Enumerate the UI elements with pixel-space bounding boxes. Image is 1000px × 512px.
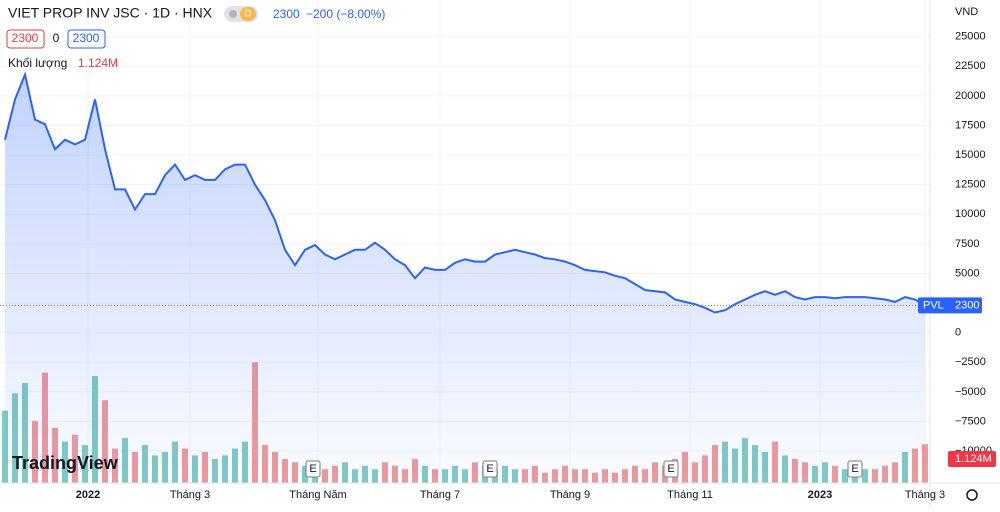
event-marker — [482, 460, 498, 478]
x-tick-label: 2023 — [808, 489, 832, 501]
event-label: E — [486, 463, 493, 475]
title: VIET PROP INV JSC · 1D · HNX — [8, 5, 213, 21]
price-line — [4, 71, 926, 314]
last-tag — [918, 297, 982, 314]
badge — [240, 7, 256, 21]
event-marker — [305, 460, 321, 478]
y-tick-label: 7500 — [955, 238, 979, 250]
last-price: 2300 — [273, 7, 300, 21]
y-tick-label: 20000 — [955, 90, 986, 102]
y-tick-label: −5000 — [955, 386, 986, 398]
x-tick-label: Tháng 3 — [905, 489, 945, 501]
volume-name: Khối lượng — [8, 56, 67, 70]
event-marker — [663, 460, 679, 478]
box-text: 2300 — [73, 31, 100, 45]
currency: VND — [955, 6, 978, 18]
box — [6, 29, 45, 49]
x-tick-label: Tháng 7 — [420, 489, 460, 501]
event-marker — [847, 460, 863, 478]
box — [67, 29, 106, 49]
x-tick-label: Tháng 9 — [550, 489, 590, 501]
y-tick-label: −2500 — [955, 356, 986, 368]
volume-last: 1.124M — [955, 453, 992, 465]
x-tick-label: Tháng 11 — [667, 489, 713, 501]
last-value: 2300 — [955, 299, 979, 311]
badge-text: D — [244, 9, 251, 20]
y-tick-label: 12500 — [955, 179, 986, 191]
area — [5, 74, 925, 483]
y-tick-label: −7500 — [955, 415, 986, 427]
volume-last: 1.124M — [78, 56, 118, 70]
dot — [229, 10, 237, 18]
box-text: 2300 — [12, 31, 39, 45]
event-label: E — [309, 463, 316, 475]
x-tick-label: Tháng Năm — [289, 489, 346, 501]
y-tick-label: 5000 — [955, 267, 979, 279]
x-tick-label: 2022 — [76, 489, 100, 501]
y-tick-label: 25000 — [955, 31, 986, 43]
series-name: PVL — [923, 299, 944, 311]
logo: TradingView — [12, 453, 119, 473]
volume-tag — [948, 451, 996, 467]
y-tick-label: 10000 — [955, 208, 986, 220]
y-tick-label: 0 — [955, 327, 961, 339]
settings-icon[interactable] — [966, 489, 978, 501]
event-label: E — [667, 463, 674, 475]
box-text: 0 — [53, 31, 60, 45]
y-tick-label: 17500 — [955, 119, 986, 131]
y-tick-label: 15000 — [955, 149, 986, 161]
x-tick-label: Tháng 3 — [170, 489, 210, 501]
event-label: E — [851, 463, 858, 475]
y-tick-label: 22500 — [955, 60, 986, 72]
change: −200 (−8.00%) — [306, 7, 385, 21]
